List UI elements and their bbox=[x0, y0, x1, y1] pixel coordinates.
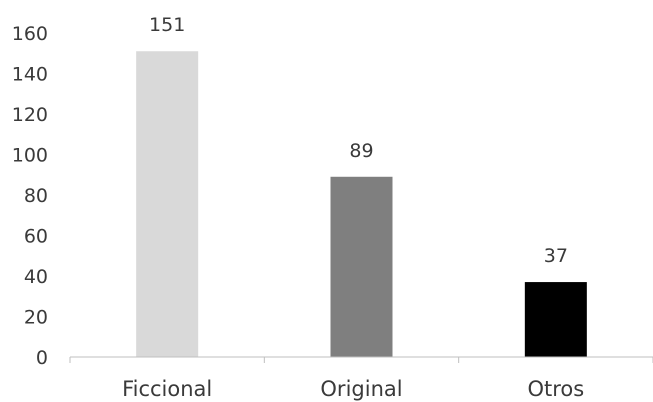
x-axis-ticks bbox=[69, 357, 653, 363]
category-label: Otros bbox=[527, 377, 584, 401]
y-tick-label: 20 bbox=[24, 307, 48, 329]
bar-otros bbox=[524, 282, 587, 357]
bar-original bbox=[330, 176, 393, 357]
category-label: Ficcional bbox=[122, 377, 212, 401]
data-label: 89 bbox=[349, 140, 373, 162]
y-tick-label: 60 bbox=[24, 226, 48, 248]
data-label: 151 bbox=[149, 14, 185, 36]
data-labels: 151 89 37 bbox=[149, 14, 568, 267]
category-label: Original bbox=[320, 377, 402, 401]
y-tick-label: 0 bbox=[36, 347, 48, 369]
y-tick-label: 120 bbox=[12, 104, 48, 126]
bar-ficcional bbox=[136, 51, 199, 357]
data-label: 37 bbox=[544, 245, 568, 267]
y-tick-label: 100 bbox=[12, 145, 48, 167]
y-tick-label: 80 bbox=[24, 185, 48, 207]
y-tick-label: 140 bbox=[12, 64, 48, 86]
y-tick-label: 40 bbox=[24, 266, 48, 288]
category-labels: Ficcional Original Otros bbox=[122, 377, 584, 401]
bars bbox=[136, 51, 587, 357]
y-axis-ticks: 0 20 40 60 80 100 120 140 160 bbox=[12, 23, 48, 369]
y-tick-label: 160 bbox=[12, 23, 48, 45]
